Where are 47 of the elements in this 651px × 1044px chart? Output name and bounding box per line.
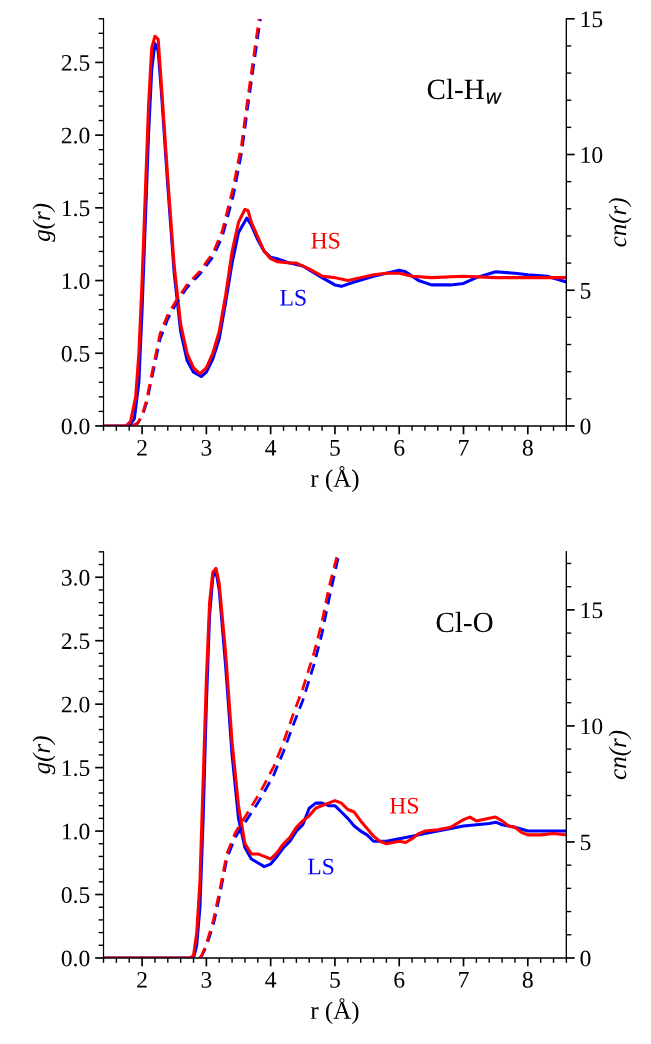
x-tick-label: 6 bbox=[394, 439, 405, 456]
y-tick-label: 2.5 bbox=[61, 633, 90, 650]
annotation: HS bbox=[389, 797, 418, 814]
y2-tick-label: 10 bbox=[581, 147, 603, 163]
text: Cl-O bbox=[436, 611, 493, 633]
x-tick-label: 5 bbox=[330, 972, 340, 988]
x-tick-label: 3 bbox=[201, 439, 212, 456]
y-tick-label: 0.0 bbox=[61, 950, 90, 967]
y2-axis-title: cn(r) bbox=[608, 198, 632, 247]
x-axis-title: r (Å) bbox=[310, 998, 359, 1025]
x-tick-label: 8 bbox=[522, 971, 533, 988]
y2-axis-title: cn(r) bbox=[608, 730, 632, 780]
x-tick-label: 7 bbox=[459, 972, 469, 988]
x-tick-label: 5 bbox=[330, 440, 340, 456]
y-tick-label: 2.0 bbox=[61, 696, 90, 713]
x-tick-label: 8 bbox=[522, 439, 533, 456]
x-tick-label: 3 bbox=[201, 971, 212, 988]
x-tick-label: 6 bbox=[394, 971, 405, 988]
y-tick-label: 1.0 bbox=[62, 273, 90, 290]
y2-tick-label: 15 bbox=[581, 11, 603, 28]
x-tick-label: 2 bbox=[137, 439, 147, 456]
y-tick-label: 2.0 bbox=[61, 127, 90, 144]
y-tick-label: 1.5 bbox=[62, 760, 90, 777]
annotation: HS bbox=[311, 232, 340, 249]
annotation: LS bbox=[307, 858, 334, 875]
y2-tick-label: 0 bbox=[580, 418, 591, 435]
y-tick-label: 0.5 bbox=[61, 345, 90, 362]
y-axis-title: g(r) bbox=[32, 203, 56, 242]
y2-tick-label: 10 bbox=[581, 718, 603, 735]
text: Cl-H$_{w}$ bbox=[427, 78, 502, 104]
y2-tick-label: 15 bbox=[581, 602, 603, 619]
x-tick-label: 4 bbox=[265, 972, 277, 988]
y-tick-label: 2.5 bbox=[61, 54, 90, 71]
x-tick-label: 2 bbox=[137, 971, 147, 988]
annotation: LS bbox=[280, 289, 306, 306]
y-axis-title: g(r) bbox=[32, 736, 56, 775]
x-tick-label: 4 bbox=[265, 439, 277, 456]
y-tick-label: 1.0 bbox=[62, 823, 90, 840]
y2-tick-label: 5 bbox=[580, 834, 591, 851]
y2-tick-label: 0 bbox=[580, 950, 591, 967]
y-tick-label: 3.0 bbox=[61, 569, 90, 586]
x-tick-label: 7 bbox=[459, 440, 469, 456]
x-axis-title: r (Å) bbox=[310, 466, 359, 493]
y-tick-label: 1.5 bbox=[62, 200, 90, 217]
y2-tick-label: 5 bbox=[580, 282, 591, 299]
y-tick-label: 0.5 bbox=[61, 887, 90, 904]
y-tick-label: 0.0 bbox=[61, 418, 90, 435]
